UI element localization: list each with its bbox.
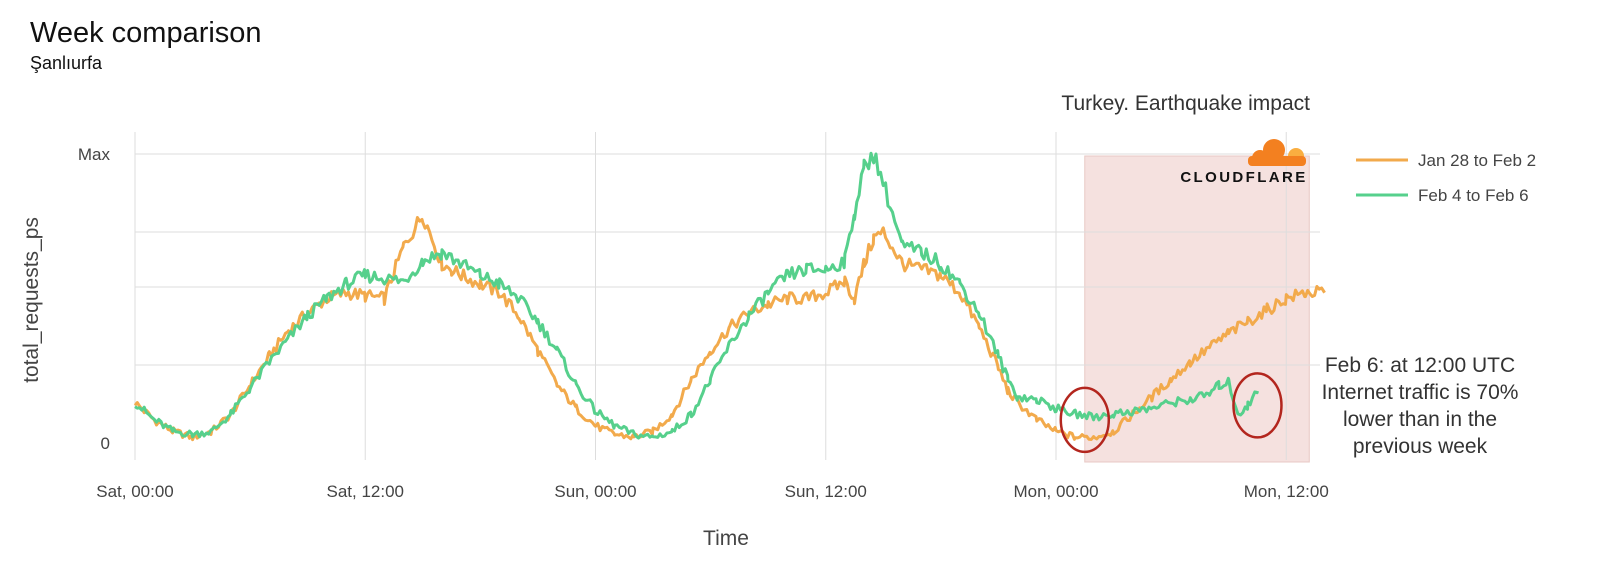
circle-marker (1059, 386, 1111, 454)
series-line-2 (134, 151, 1259, 440)
note-line: Feb 6: at 12:00 UTC (1325, 354, 1515, 377)
note-line: Internet traffic is 70% (1322, 381, 1519, 404)
highlight-circles (1059, 372, 1283, 454)
impact-note: Feb 6: at 12:00 UTC Internet traffic is 7… (1322, 354, 1519, 458)
legend-label: Jan 28 to Feb 2 (1418, 151, 1536, 170)
y-axis-ticks: 0 Max (78, 145, 111, 453)
x-tick-label: Sat, 00:00 (96, 482, 174, 501)
series-lines (133, 151, 1326, 442)
x-axis-ticks: Sat, 00:00 Sat, 12:00 Sun, 00:00 Sun, 12:00… (96, 482, 1329, 501)
x-tick-label: Mon, 12:00 (1244, 482, 1329, 501)
annotation-title: Turkey. Earthquake impact (1061, 92, 1310, 115)
y-tick-label: Max (78, 145, 111, 164)
brand-wordmark: CLOUDFLARE (1180, 169, 1307, 186)
series-line-1 (133, 216, 1326, 442)
y-tick-label: 0 (101, 434, 110, 453)
chart-subtitle: Şanlıurfa (30, 53, 103, 73)
cloud-icon (1248, 139, 1306, 166)
y-axis-label: total_requests_ps (20, 217, 43, 383)
x-tick-label: Sun, 00:00 (554, 482, 636, 501)
cloudflare-logo: CLOUDFLARE (1180, 139, 1307, 186)
legend-label: Feb 4 to Feb 6 (1418, 186, 1529, 205)
chart-title: Week comparison (30, 17, 262, 49)
note-line: lower than in the (1343, 408, 1497, 431)
legend: Jan 28 to Feb 2 Feb 4 to Feb 6 (1356, 151, 1536, 205)
circle-marker (1232, 372, 1283, 439)
note-line: previous week (1353, 435, 1488, 458)
x-tick-label: Sun, 12:00 (785, 482, 867, 501)
x-axis-label: Time (703, 527, 749, 550)
x-tick-label: Sat, 12:00 (326, 482, 404, 501)
x-tick-label: Mon, 00:00 (1013, 482, 1098, 501)
